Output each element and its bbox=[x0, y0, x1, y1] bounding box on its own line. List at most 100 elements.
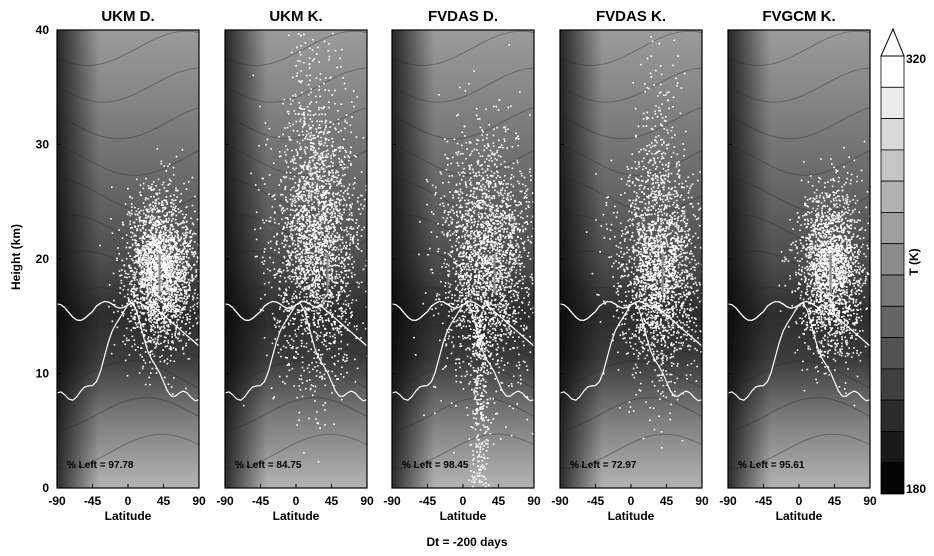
x-tick-label: -90 bbox=[48, 494, 66, 508]
colorbar-band bbox=[880, 180, 905, 213]
panel-4: FVDAS K. % Left = 72.97 -90 -45 0 45 90 Latitud… bbox=[551, 8, 709, 523]
temperature-contour bbox=[56, 144, 200, 176]
y-tick-label: 20 bbox=[36, 252, 50, 266]
temperature-contour bbox=[727, 433, 871, 470]
temperature-field-shade bbox=[728, 30, 870, 488]
temperature-contour bbox=[224, 67, 368, 103]
temperature-contour bbox=[727, 30, 871, 67]
panel-title: FVDAS D. bbox=[428, 8, 498, 25]
temperature-contour bbox=[391, 107, 535, 140]
temperature-contour bbox=[56, 433, 200, 470]
isentrope-line bbox=[727, 302, 871, 402]
panel-title: FVGCM K. bbox=[762, 8, 835, 25]
x-tick-label: 90 bbox=[192, 494, 206, 508]
temperature-contour bbox=[559, 433, 703, 470]
colorbar-band bbox=[880, 430, 905, 464]
colorbar-band bbox=[880, 86, 905, 120]
colorbar-label: T (K) bbox=[907, 248, 921, 275]
colorbar-band bbox=[880, 118, 905, 151]
x-axis-label: Latitude bbox=[440, 509, 487, 523]
percent-left-label: % Left = 95.61 bbox=[738, 460, 805, 471]
temperature-contour bbox=[727, 360, 871, 391]
x-axis-label: Latitude bbox=[776, 509, 823, 523]
temperature-contour bbox=[224, 250, 368, 286]
particle-cloud bbox=[242, 32, 369, 463]
x-tick-label: 90 bbox=[360, 494, 374, 508]
x-tick-label: 45 bbox=[325, 494, 339, 508]
particle-cloud bbox=[585, 36, 704, 449]
isentrope-line bbox=[224, 302, 368, 402]
temperature-contour bbox=[56, 30, 200, 67]
percent-left-label: % Left = 97.78 bbox=[67, 460, 134, 471]
x-tick-label: -45 bbox=[419, 494, 437, 508]
x-tick-label: -45 bbox=[252, 494, 270, 508]
colorbar-band bbox=[880, 149, 905, 182]
panel-5: FVGCM K. % Left = 95.61 -90 -45 0 45 90 Latitud… bbox=[719, 8, 877, 523]
footer-caption: Dt = -200 days bbox=[426, 535, 507, 549]
temperature-contour bbox=[56, 67, 200, 103]
y-tick-label: 30 bbox=[36, 138, 50, 152]
temperature-contour bbox=[559, 397, 703, 432]
temperature-contour bbox=[56, 397, 200, 432]
x-tick-label: -90 bbox=[383, 494, 401, 508]
panel-title: UKM K. bbox=[269, 8, 322, 25]
temperature-contour bbox=[391, 250, 535, 286]
temperature-contour bbox=[224, 360, 368, 391]
x-tick-label: -45 bbox=[587, 494, 605, 508]
x-axis-label: Latitude bbox=[105, 509, 152, 523]
particle-cloud bbox=[413, 44, 536, 490]
colorbar-band bbox=[880, 337, 905, 370]
colorbar-bands bbox=[880, 55, 905, 495]
colorbar-band bbox=[880, 368, 905, 401]
temperature-contour bbox=[727, 323, 871, 358]
y-axis-label: Height (km) bbox=[9, 224, 23, 290]
temperature-contour bbox=[391, 67, 535, 103]
x-tick-label: 0 bbox=[796, 494, 803, 508]
x-tick-label: 0 bbox=[125, 494, 132, 508]
temperature-contour bbox=[391, 397, 535, 432]
x-tick-label: -90 bbox=[719, 494, 737, 508]
temperature-contour bbox=[224, 177, 368, 213]
panel-title: UKM D. bbox=[101, 8, 154, 25]
temperature-contour bbox=[559, 67, 703, 103]
temperature-contour bbox=[727, 287, 871, 323]
temperature-contour bbox=[391, 30, 535, 67]
x-tick-label: -90 bbox=[551, 494, 569, 508]
x-tick-label: 45 bbox=[828, 494, 842, 508]
x-tick-label: -45 bbox=[84, 494, 102, 508]
temperature-contour bbox=[56, 360, 200, 391]
isentrope-line bbox=[56, 302, 200, 402]
panel-2: UKM K. % Left = 84.75 -90 -45 0 45 90 Latitude bbox=[216, 8, 374, 523]
temperature-contour bbox=[224, 287, 368, 323]
x-tick-label: 45 bbox=[157, 494, 171, 508]
colorbar-top-arrow bbox=[880, 27, 905, 57]
temperature-contour bbox=[224, 323, 368, 358]
temperature-contour bbox=[224, 107, 368, 140]
temperature-contour bbox=[224, 433, 368, 470]
temperature-contour bbox=[727, 67, 871, 103]
x-tick-label: 90 bbox=[863, 494, 877, 508]
temperature-contour bbox=[559, 177, 703, 213]
colorbar-band bbox=[880, 462, 905, 495]
y-tick-label: 0 bbox=[42, 481, 49, 495]
percent-left-label: % Left = 72.97 bbox=[570, 460, 637, 471]
colorbar-band bbox=[880, 274, 905, 307]
colorbar-band bbox=[880, 243, 905, 276]
temperature-contour bbox=[391, 177, 535, 213]
temperature-contour bbox=[56, 323, 200, 358]
x-tick-label: 45 bbox=[492, 494, 506, 508]
x-axis-label: Latitude bbox=[608, 509, 655, 523]
temperature-contour bbox=[727, 107, 871, 140]
colorbar-band bbox=[880, 399, 905, 432]
y-tick-label: 10 bbox=[36, 367, 50, 381]
panel-3: FVDAS D. % Left = 98.45 -90 -45 0 45 90 Latitud… bbox=[383, 8, 541, 523]
percent-left-label: % Left = 98.45 bbox=[402, 460, 469, 471]
colorbar-min-label: 180 bbox=[906, 482, 926, 496]
x-tick-label: -45 bbox=[755, 494, 773, 508]
x-tick-label: -90 bbox=[216, 494, 234, 508]
temperature-contour bbox=[559, 323, 703, 358]
particle-cloud bbox=[778, 140, 872, 407]
temperature-contour bbox=[727, 144, 871, 176]
x-tick-label: 0 bbox=[460, 494, 467, 508]
